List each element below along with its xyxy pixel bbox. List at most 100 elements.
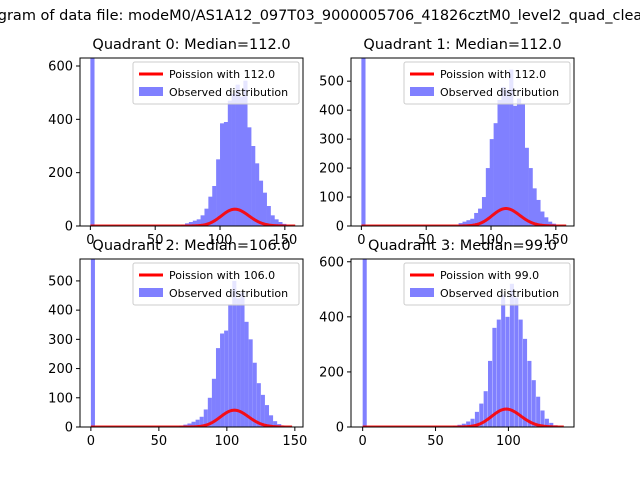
histogram-bar <box>362 259 367 427</box>
histogram-bar <box>262 192 267 226</box>
histogram-bar <box>211 378 216 427</box>
histogram-bar <box>493 123 498 226</box>
histogram-bar <box>540 211 545 226</box>
legend: Poission with 112.0 Observed distribution <box>403 61 571 105</box>
histogram-bar <box>492 327 497 427</box>
histogram-bar <box>501 86 506 226</box>
x-tick-label: 0 <box>87 434 95 449</box>
histogram-bar <box>466 220 471 226</box>
subplot-quadrant-1: 0 50 100 150 0 100 200 300 400 500 Quadrant 1: Med… <box>319 37 575 248</box>
histogram-bar <box>474 212 479 226</box>
histogram-bar <box>248 339 253 427</box>
histogram-bar <box>516 98 522 226</box>
histogram-bar <box>524 147 529 226</box>
histogram-bar <box>514 297 519 427</box>
histogram-bar <box>260 394 265 427</box>
legend-label-observed: Observed distribution <box>169 86 288 99</box>
histogram-bar <box>540 410 545 427</box>
histogram-bar <box>195 419 200 427</box>
x-tick-label: 50 <box>147 233 164 248</box>
legend-box <box>403 262 571 306</box>
histogram-bar <box>252 362 257 427</box>
histogram-bar <box>513 105 518 226</box>
histogram-bar <box>489 139 494 226</box>
x-tick-label: 100 <box>479 233 504 248</box>
histogram-bar <box>531 380 536 427</box>
y-tick-label: 0 <box>336 220 344 235</box>
y-tick-label: 200 <box>48 166 73 181</box>
histogram-bar <box>474 411 479 427</box>
histogram-bar <box>544 418 549 427</box>
histogram-bar <box>483 391 488 427</box>
histogram-bar <box>527 360 532 427</box>
histogram-bar <box>215 348 221 427</box>
histogram-bar <box>256 383 261 427</box>
histogram-bar <box>232 280 237 427</box>
histogram-bar <box>196 219 201 226</box>
legend-bar-swatch <box>139 288 163 297</box>
legend-label-poisson: Poission with 106.0 <box>169 269 275 282</box>
legend: Poission with 99.0 Observed distribution <box>403 262 571 306</box>
histogram-bar <box>462 221 467 226</box>
y-tick-label: 400 <box>319 310 344 325</box>
y-tick-label: 600 <box>48 60 73 75</box>
histogram-bar <box>251 146 256 226</box>
legend-label-poisson: Poission with 112.0 <box>169 68 275 81</box>
legend-box <box>132 61 300 105</box>
histogram-bar <box>509 283 514 427</box>
histogram-bar <box>199 416 204 427</box>
y-tick-label: 100 <box>319 191 344 206</box>
y-tick-label: 500 <box>319 75 344 90</box>
histogram-bar <box>488 360 493 427</box>
histogram-bar <box>208 196 213 226</box>
histogram-bar <box>266 206 271 226</box>
y-tick-label: 500 <box>48 274 73 289</box>
x-tick-label: 150 <box>272 233 297 248</box>
subplot-title: Quadrant 2: Median=106.0 <box>92 238 290 254</box>
histogram-bar <box>236 298 241 427</box>
y-tick-label: 0 <box>65 220 73 235</box>
histogram-bar <box>212 186 217 226</box>
histogram-bar <box>216 159 221 226</box>
histogram-bar <box>497 100 502 226</box>
histogram-bar <box>243 80 248 226</box>
histogram-bar <box>231 94 236 226</box>
histogram-bar <box>505 316 510 427</box>
legend-box <box>403 61 571 105</box>
histogram-bar <box>187 423 192 427</box>
histogram-bar <box>220 333 225 427</box>
histogram-bar <box>235 84 240 226</box>
histogram-bar <box>192 220 197 226</box>
axes-frame <box>350 258 575 428</box>
legend-label-poisson: Poission with 99.0 <box>440 269 539 282</box>
histogram-bar <box>528 168 533 226</box>
legend-label-observed: Observed distribution <box>440 287 559 300</box>
histogram-bar <box>470 218 475 226</box>
y-tick-label: 400 <box>48 113 73 128</box>
histogram-bar <box>536 199 541 226</box>
histogram-bar <box>481 197 487 226</box>
histogram-bar <box>200 215 205 226</box>
histogram-bar <box>223 122 229 226</box>
histogram-bar <box>244 321 249 427</box>
histogram-bar <box>258 180 264 226</box>
y-tick-label: 600 <box>319 255 344 270</box>
x-tick-label: 50 <box>151 434 168 449</box>
y-tick-label: 300 <box>319 133 344 148</box>
histogram-bar <box>278 222 283 226</box>
histogram-bar <box>247 127 252 226</box>
histogram-bar <box>255 163 260 226</box>
x-tick-label: 0 <box>357 233 365 248</box>
y-tick-label: 0 <box>336 421 344 436</box>
histogram-bar <box>470 418 475 427</box>
histogram-bar <box>220 123 225 226</box>
subplot-title: Quadrant 0: Median=112.0 <box>92 37 290 53</box>
x-tick-label: 100 <box>214 434 239 449</box>
plot-area <box>360 58 568 226</box>
histogram-bar <box>496 319 501 427</box>
x-tick-label: 0 <box>86 233 94 248</box>
histogram-bar <box>479 403 484 427</box>
histogram-bar <box>549 422 554 427</box>
subplot-title: Quadrant 1: Median=112.0 <box>363 37 561 53</box>
